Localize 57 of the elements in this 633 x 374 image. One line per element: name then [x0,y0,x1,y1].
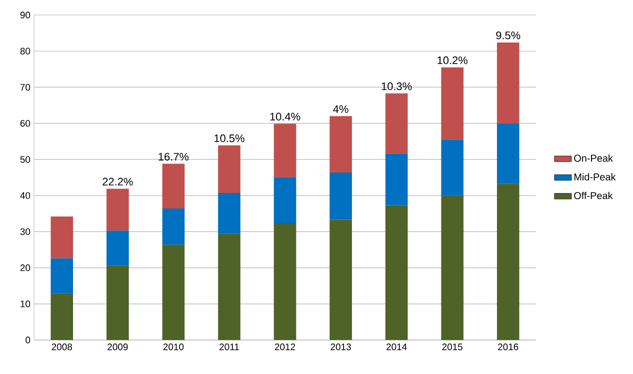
bar [162,164,185,209]
y-tick-label: 40 [20,192,30,199]
bar [106,230,129,266]
bar [496,123,520,184]
y-tick-label: 10 [20,300,30,308]
y-tick-label: 60 [20,120,30,127]
bar [50,216,74,258]
legend-label: On-Peak [574,154,613,162]
bar [441,196,464,340]
bar [162,208,185,245]
bar [274,124,296,178]
y-tick-label: 90 [20,12,30,18]
x-tick-label: 2013 [330,344,351,350]
y-tick-label: 30 [20,228,30,236]
legend-label: Off-Peak [574,192,613,200]
y-tick-label: 20 [20,264,30,272]
bar [218,145,240,194]
y-tick-label: 80 [20,48,30,54]
x-tick-label: 2014 [386,344,407,350]
annotation: 10.4% [270,112,300,120]
bar [106,188,129,231]
x-tick-label: 2015 [442,344,462,350]
annotation: 16.7% [158,152,189,161]
x-tick-label: 2010 [163,344,184,350]
annotation: 10.3% [382,82,412,90]
x-tick-label: 2011 [220,344,239,350]
bar [274,177,296,223]
x-tick-label: 2008 [52,344,72,350]
bar [50,258,74,294]
bar [162,244,185,340]
annotation: 10.5% [214,134,244,142]
bar [385,93,408,154]
bar [218,234,240,340]
bar [330,172,352,220]
bar [330,116,352,172]
annotation: 22.2% [102,178,133,186]
bar [330,220,352,340]
annotation: 10.2% [438,56,468,64]
bar [441,67,464,140]
y-tick-label: 70 [20,84,30,91]
bar [441,140,464,196]
legend-label: Mid-Peak [574,173,616,180]
bar [496,184,520,340]
x-tick-label: 2016 [498,344,518,350]
x-tick-label: 2009 [108,344,128,350]
bar [274,223,296,340]
y-tick-label: 50 [20,156,30,163]
annotation: 9.5% [496,32,520,40]
annotation: 4% [333,105,348,113]
bar [385,154,408,206]
bar [218,193,240,234]
bar [385,205,408,340]
x-tick-label: 2012 [274,344,296,350]
y-tick-label: 0 [26,336,30,344]
bar [50,293,74,340]
bar [496,42,520,124]
bar [106,266,129,340]
